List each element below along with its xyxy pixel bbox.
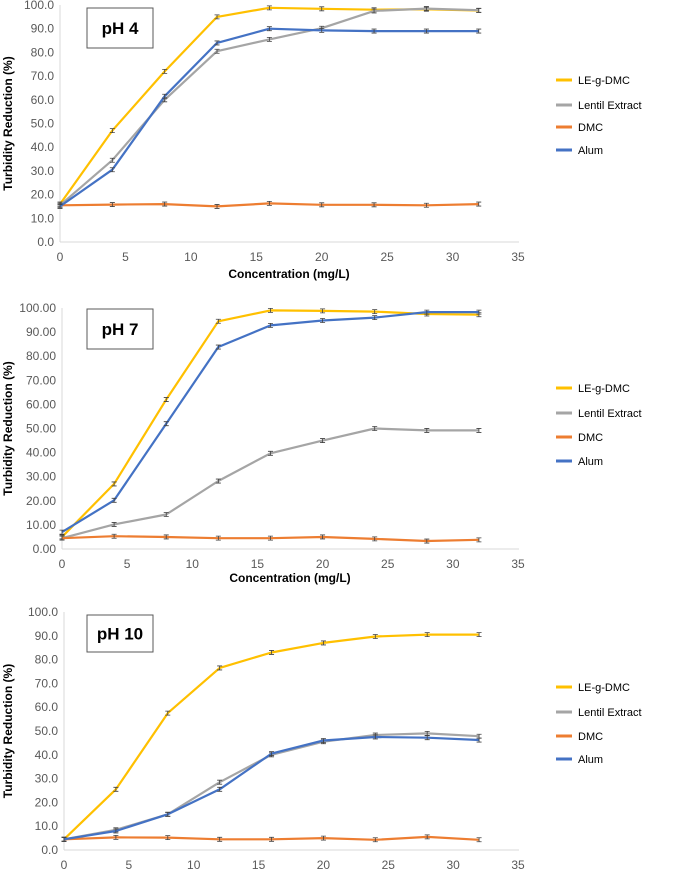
y-axis-title: Turbidity Reduction (%): [1, 361, 15, 495]
y-tick-label: 100.0: [24, 0, 54, 12]
y-tick-label: 40.0: [35, 748, 59, 762]
x-tick-label: 10: [186, 557, 200, 571]
legend-label: Alum: [578, 456, 603, 468]
legend-label: LE-g-DMC: [578, 75, 630, 87]
y-tick-label: 50.0: [35, 724, 59, 738]
x-tick-label: 30: [446, 858, 460, 872]
x-axis-title: Concentration (mg/L): [228, 267, 349, 281]
x-tick-label: 10: [187, 858, 201, 872]
y-tick-label: 0.0: [41, 843, 58, 857]
y-tick-label: 0.00: [33, 542, 57, 556]
x-tick-label: 0: [61, 858, 68, 872]
y-tick-label: 0.0: [37, 235, 54, 249]
legend-label: LE-g-DMC: [578, 383, 630, 395]
legend-label: DMC: [578, 731, 603, 743]
y-tick-label: 10.0: [35, 819, 59, 833]
legend-label: DMC: [578, 432, 603, 444]
y-tick-label: 70.00: [26, 373, 56, 387]
y-axis-title: Turbidity Reduction (%): [1, 664, 15, 798]
y-tick-label: 40.0: [31, 140, 55, 154]
legend-label: Alum: [578, 754, 603, 766]
y-tick-label: 100.0: [28, 605, 58, 619]
chart-title: pH 4: [102, 19, 139, 38]
x-tick-label: 0: [57, 250, 64, 264]
x-tick-label: 5: [126, 858, 133, 872]
chart-panel-1: 0.00 10.00 20.00 30.00 40.00 50.00 60.00 70.00 8…: [1, 301, 642, 585]
y-tick-label: 70.0: [31, 69, 55, 83]
y-tick-label: 90.0: [35, 629, 59, 643]
y-tick-label: 90.00: [26, 325, 56, 339]
x-axis-title: Concentration (mg/L): [229, 571, 350, 585]
x-tick-label: 25: [382, 858, 396, 872]
x-tick-label: 10: [184, 250, 198, 264]
y-tick-label: 20.0: [31, 188, 55, 202]
y-tick-label: 80.00: [26, 349, 56, 363]
y-tick-label: 50.0: [31, 117, 55, 131]
y-tick-label: 50.00: [26, 422, 56, 436]
y-tick-label: 60.00: [26, 397, 56, 411]
y-tick-label: 30.0: [31, 164, 55, 178]
y-tick-label: 30.0: [35, 772, 59, 786]
x-tick-label: 20: [316, 557, 330, 571]
chart-panel-2: 0.0 10.0 20.0 30.0 40.0 50.0 60.0 70.0 80.0 90.0 1…: [1, 605, 642, 872]
y-tick-label: 60.0: [31, 93, 55, 107]
y-tick-label: 70.0: [35, 676, 59, 690]
legend-label: Lentil Extract: [578, 408, 642, 420]
y-tick-label: 40.00: [26, 446, 56, 460]
chart-panel-0: 0.0 10.0 20.0 30.0 40.0 50.0 60.0 70.0 80.0 90.0 1…: [1, 0, 642, 281]
x-tick-label: 35: [511, 250, 525, 264]
x-tick-label: 25: [380, 250, 394, 264]
y-axis-title: Turbidity Reduction (%): [1, 56, 15, 190]
chart-title: pH 10: [97, 625, 143, 644]
x-tick-label: 20: [315, 250, 329, 264]
x-tick-label: 30: [446, 250, 460, 264]
x-tick-label: 35: [511, 858, 525, 872]
y-tick-label: 20.0: [35, 795, 59, 809]
x-tick-label: 5: [122, 250, 129, 264]
y-tick-label: 10.00: [26, 518, 56, 532]
x-tick-label: 5: [124, 557, 131, 571]
x-tick-label: 15: [250, 250, 264, 264]
y-tick-label: 80.0: [35, 653, 59, 667]
legend-label: Lentil Extract: [578, 707, 642, 719]
x-tick-label: 15: [251, 557, 265, 571]
legend-label: LE-g-DMC: [578, 682, 630, 694]
x-tick-label: 0: [59, 557, 66, 571]
y-tick-label: 100.00: [19, 301, 56, 315]
chart-title: pH 7: [102, 320, 139, 339]
x-tick-label: 20: [317, 858, 331, 872]
legend-label: Alum: [578, 145, 603, 157]
y-tick-label: 80.0: [31, 45, 55, 59]
legend-label: Lentil Extract: [578, 100, 642, 112]
legend-label: DMC: [578, 122, 603, 134]
y-tick-label: 10.0: [31, 211, 55, 225]
y-tick-label: 30.00: [26, 470, 56, 484]
x-tick-label: 35: [511, 557, 525, 571]
x-tick-label: 30: [446, 557, 460, 571]
y-tick-label: 60.0: [35, 700, 59, 714]
x-tick-label: 15: [252, 858, 266, 872]
y-tick-label: 90.0: [31, 22, 55, 36]
x-tick-label: 25: [381, 557, 395, 571]
series-line-lentil-extract: [64, 733, 479, 839]
y-tick-label: 20.00: [26, 494, 56, 508]
